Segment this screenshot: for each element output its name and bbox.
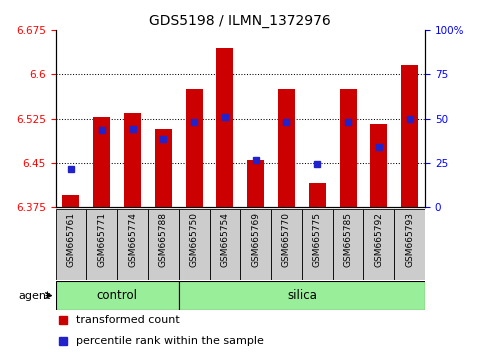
- Bar: [56, 209, 86, 280]
- Bar: [185, 89, 202, 207]
- Bar: [124, 113, 141, 207]
- Text: GSM665793: GSM665793: [405, 212, 414, 267]
- Text: GSM665754: GSM665754: [220, 212, 229, 267]
- Bar: [309, 183, 326, 207]
- Bar: [278, 89, 295, 207]
- Bar: [370, 125, 387, 207]
- Bar: [364, 209, 394, 280]
- Bar: [93, 117, 110, 207]
- Bar: [56, 281, 179, 310]
- Text: GSM665785: GSM665785: [343, 212, 353, 267]
- Bar: [340, 89, 356, 207]
- Title: GDS5198 / ILMN_1372976: GDS5198 / ILMN_1372976: [149, 14, 331, 28]
- Text: GSM665774: GSM665774: [128, 212, 137, 267]
- Bar: [333, 209, 364, 280]
- Bar: [210, 209, 240, 280]
- Text: GSM665788: GSM665788: [159, 212, 168, 267]
- Bar: [302, 209, 333, 280]
- Text: agent: agent: [18, 291, 51, 301]
- Bar: [179, 281, 425, 310]
- Bar: [148, 209, 179, 280]
- Text: GSM665792: GSM665792: [374, 212, 384, 267]
- Text: GSM665775: GSM665775: [313, 212, 322, 267]
- Text: percentile rank within the sample: percentile rank within the sample: [76, 336, 264, 346]
- Bar: [86, 209, 117, 280]
- Bar: [117, 209, 148, 280]
- Text: GSM665770: GSM665770: [282, 212, 291, 267]
- Bar: [394, 209, 425, 280]
- Text: GSM665750: GSM665750: [190, 212, 199, 267]
- Bar: [271, 209, 302, 280]
- Bar: [155, 129, 172, 207]
- Text: GSM665771: GSM665771: [97, 212, 106, 267]
- Bar: [247, 160, 264, 207]
- Text: silica: silica: [287, 289, 317, 302]
- Text: control: control: [97, 289, 138, 302]
- Bar: [62, 195, 79, 207]
- Text: GSM665769: GSM665769: [251, 212, 260, 267]
- Text: GSM665761: GSM665761: [67, 212, 75, 267]
- Bar: [179, 209, 210, 280]
- Text: transformed count: transformed count: [76, 315, 180, 325]
- Bar: [216, 48, 233, 207]
- Bar: [401, 65, 418, 207]
- Bar: [240, 209, 271, 280]
